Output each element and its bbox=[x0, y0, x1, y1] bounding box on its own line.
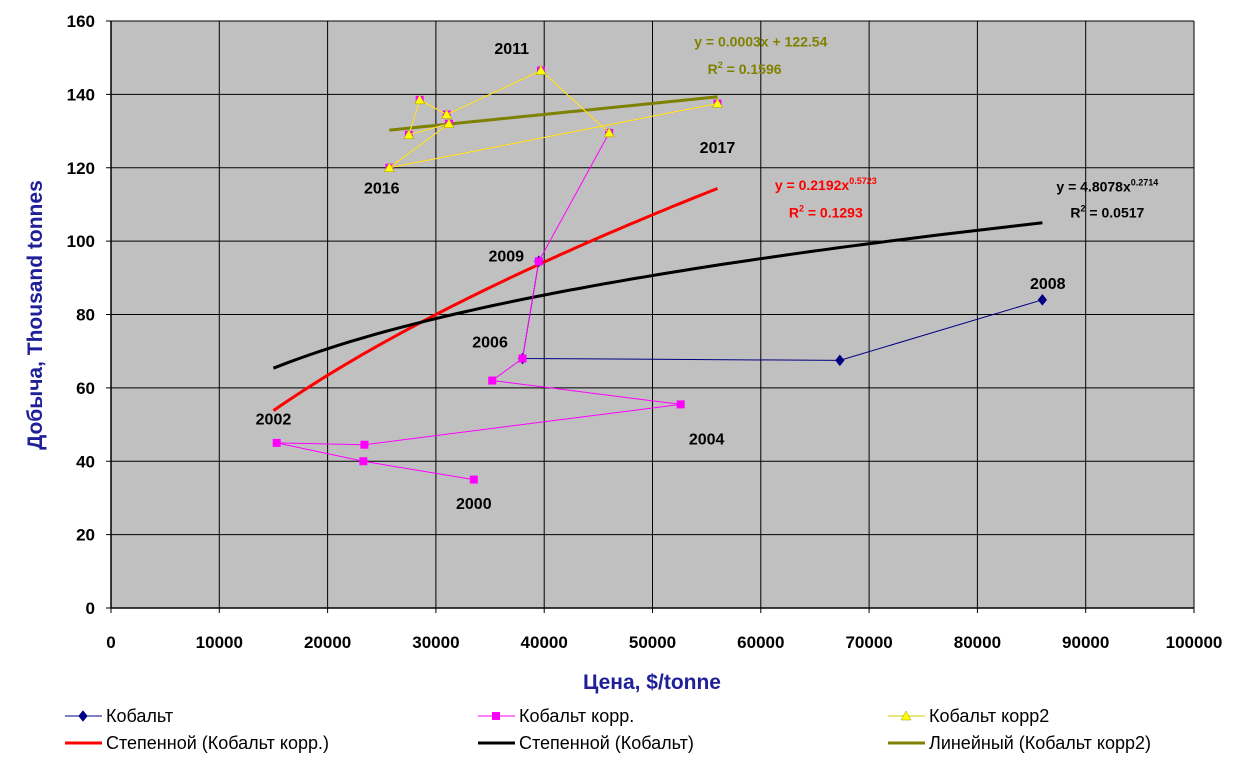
y-axis-title: Добыча, Thousand tonnes bbox=[24, 180, 47, 449]
year-label: 2004 bbox=[689, 432, 725, 449]
x-tick-label: 30000 bbox=[412, 633, 459, 652]
x-tick-label: 50000 bbox=[629, 633, 676, 652]
y-tick-label: 0 bbox=[86, 599, 95, 618]
year-label: 2008 bbox=[1030, 276, 1066, 293]
legend-label: Степенной (Кобальт корр.) bbox=[106, 733, 329, 753]
legend-item: Кобальт bbox=[65, 706, 173, 726]
legend-label: Кобальт корр2 bbox=[929, 706, 1049, 726]
x-tick-label: 100000 bbox=[1166, 633, 1223, 652]
data-point-triangle bbox=[712, 98, 723, 108]
legend: Кобальт Кобальт корр. Кобальт корр2 Степенн… bbox=[65, 706, 1151, 753]
legend-label: Линейный (Кобальт корр2) bbox=[929, 733, 1151, 753]
year-label: 2017 bbox=[700, 140, 736, 157]
data-point-triangle bbox=[900, 710, 912, 721]
year-label: 2009 bbox=[488, 248, 524, 265]
data-point-diamond bbox=[78, 710, 88, 722]
data-series bbox=[272, 65, 1048, 484]
data-point-square bbox=[518, 354, 527, 363]
x-tick-label: 40000 bbox=[521, 633, 568, 652]
series-line bbox=[389, 69, 718, 169]
y-tick-label: 140 bbox=[67, 85, 95, 104]
r-squared: R2 = 0.1596 bbox=[708, 60, 782, 77]
y-tick-label: 40 bbox=[76, 452, 95, 471]
data-point-square bbox=[676, 400, 685, 409]
year-label: 2006 bbox=[472, 335, 508, 352]
y-tick-label: 20 bbox=[76, 526, 95, 545]
year-label: 2000 bbox=[456, 496, 492, 513]
data-point-square bbox=[360, 440, 369, 449]
data-point-square bbox=[534, 257, 543, 266]
legend-item: Степенной (Кобальт корр.) bbox=[65, 733, 329, 753]
trend-equations: y = 0.0003x + 122.54 R2 = 0.1596 y = 0.219… bbox=[694, 34, 1158, 221]
legend-label: Степенной (Кобальт) bbox=[519, 733, 694, 753]
data-point-triangle bbox=[414, 94, 426, 105]
year-label: 2002 bbox=[256, 412, 292, 429]
data-point-square bbox=[272, 438, 281, 447]
data-point-triangle bbox=[441, 109, 453, 119]
year-annotations: 2011 2017 2016 2009 2008 2006 2002 2004 2000 bbox=[256, 41, 1066, 513]
year-label: 2016 bbox=[364, 180, 400, 197]
trend-equation: y = 0.2192x0.5723 bbox=[775, 176, 877, 193]
legend-item: Кобальт корр2 bbox=[888, 706, 1049, 726]
data-point-triangle bbox=[603, 127, 615, 138]
trend-equation: y = 4.8078x0.2714 bbox=[1056, 178, 1158, 195]
x-tick-label: 10000 bbox=[196, 633, 243, 652]
data-point-triangle bbox=[383, 162, 395, 172]
trendline bbox=[272, 187, 719, 412]
data-point-square bbox=[469, 475, 478, 484]
y-tick-label: 80 bbox=[76, 306, 95, 325]
r-squared: R2 = 0.1293 bbox=[789, 203, 863, 220]
x-axis-title: Цена, $/tonne bbox=[583, 671, 721, 694]
x-tick-label: 20000 bbox=[304, 633, 351, 652]
data-point-square bbox=[492, 712, 500, 720]
data-point-triangle bbox=[535, 65, 547, 75]
data-point-square bbox=[359, 457, 368, 466]
trendline bbox=[272, 221, 1043, 370]
y-tick-label: 160 bbox=[67, 12, 95, 31]
x-tick-label: 90000 bbox=[1062, 633, 1109, 652]
x-tick-label: 80000 bbox=[954, 633, 1001, 652]
tick-labels: 0 10000 20000 30000 40000 50000 60000 70000 8000… bbox=[67, 12, 1223, 652]
x-tick-label: 60000 bbox=[737, 633, 784, 652]
trend-equation: y = 0.0003x + 122.54 bbox=[694, 34, 827, 50]
grid-lines bbox=[110, 20, 1195, 609]
axes bbox=[106, 20, 1195, 613]
legend-label: Кобальт корр. bbox=[519, 706, 634, 726]
data-point-diamond bbox=[835, 354, 845, 367]
year-label: 2011 bbox=[494, 41, 529, 58]
data-point-triangle bbox=[403, 129, 415, 139]
y-tick-label: 60 bbox=[76, 379, 95, 398]
legend-item: Степенной (Кобальт) bbox=[478, 733, 694, 753]
data-point-diamond bbox=[1037, 294, 1048, 306]
y-tick-label: 100 bbox=[67, 232, 95, 251]
legend-item: Кобальт корр. bbox=[478, 706, 634, 726]
legend-item: Линейный (Кобальт корр2) bbox=[888, 733, 1151, 753]
y-tick-label: 120 bbox=[67, 159, 95, 178]
data-point-square bbox=[488, 376, 497, 385]
x-tick-label: 70000 bbox=[845, 633, 892, 652]
legend-label: Кобальт bbox=[106, 706, 173, 726]
data-point-triangle bbox=[443, 118, 455, 128]
x-tick-label: 0 bbox=[106, 633, 115, 652]
r-squared: R2 = 0.0517 bbox=[1070, 203, 1144, 220]
